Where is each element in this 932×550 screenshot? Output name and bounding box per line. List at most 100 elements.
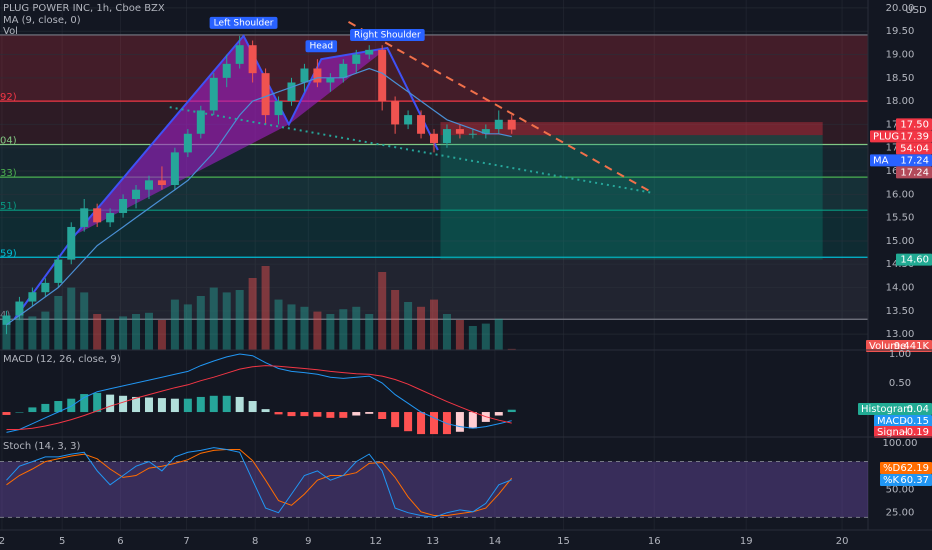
volume-bar	[183, 304, 192, 350]
macd-line	[6, 353, 512, 433]
volume-bar	[144, 312, 153, 350]
x-tick-label: 14	[489, 536, 502, 547]
y-tick-label: 15.50	[886, 213, 915, 224]
candle-body	[144, 180, 153, 190]
volume-bar	[28, 316, 37, 350]
histogram-bar	[274, 412, 283, 415]
candle-body	[352, 54, 361, 64]
volume-bar	[235, 290, 244, 350]
volume-bar	[209, 287, 218, 350]
currency: USD	[905, 5, 927, 16]
y-tick-label: 13.50	[886, 306, 915, 317]
candle-body	[119, 199, 128, 213]
x-tick-label: 20	[836, 536, 849, 547]
tag-value: -0.19	[903, 427, 929, 438]
volume-bar	[170, 299, 179, 350]
volume-bar	[468, 326, 477, 350]
histogram-bar	[455, 412, 464, 432]
histogram-bar	[378, 412, 387, 420]
candle-body	[430, 133, 438, 144]
volume-bar	[494, 318, 503, 350]
x-tick-label: 16	[648, 536, 661, 547]
histogram-bar	[442, 412, 451, 435]
histogram-bar	[326, 412, 335, 418]
histogram-bar	[391, 412, 400, 428]
y-tick-label: 19.00	[886, 50, 915, 61]
tag-name: MA	[873, 155, 889, 166]
volume-bar	[261, 266, 270, 350]
volume-bar	[222, 292, 231, 350]
tag-value: 17.24	[900, 155, 929, 166]
candle-body	[222, 63, 231, 78]
tag-value: 54:04	[900, 143, 929, 154]
volume-bar	[93, 314, 102, 350]
histogram-bar	[352, 412, 361, 416]
candle-body	[15, 301, 24, 316]
stoch-line	[6, 447, 512, 518]
x-tick-label: 8	[252, 536, 258, 547]
candle-body	[54, 259, 63, 283]
tag-value: 17.24	[900, 167, 929, 178]
candle-body	[196, 110, 205, 134]
histogram-bar	[235, 396, 244, 413]
volume-bar	[365, 314, 374, 350]
x-tick-label: 7	[183, 536, 189, 547]
volume-bar	[481, 323, 490, 350]
candle-body	[417, 115, 426, 134]
candle-body	[468, 133, 477, 135]
candle-body	[378, 49, 387, 102]
x-tick-label: 9	[305, 536, 311, 547]
candle-body	[300, 68, 309, 83]
histogram-bar	[494, 412, 503, 416]
level-zone	[0, 257, 868, 320]
candle-body	[261, 73, 270, 116]
y-tick-label: 25.00	[886, 508, 915, 519]
volume-bar	[442, 314, 451, 350]
y-tick-label: 18.00	[886, 96, 915, 107]
candle-body	[494, 119, 503, 130]
volume-bar	[132, 314, 141, 350]
candle-body	[235, 45, 244, 64]
tag-name: MACD	[877, 416, 907, 427]
candle-body	[339, 63, 348, 78]
volume-bar	[378, 272, 387, 350]
volume-title: Vol	[3, 26, 18, 37]
tag-name: %D	[883, 463, 901, 474]
price-tag	[874, 415, 932, 427]
price-tag	[896, 166, 932, 179]
tag-value: 17.50	[900, 119, 929, 130]
candle-body	[28, 292, 37, 302]
volume-bar	[300, 306, 309, 350]
tag-value: 17.39	[900, 131, 929, 142]
tag-value: 0.04	[907, 404, 929, 415]
histogram-bar	[106, 394, 115, 413]
candle-body	[132, 189, 141, 200]
tag-name: Volume	[869, 341, 906, 352]
price-tag	[896, 118, 932, 131]
candle-body	[41, 282, 50, 293]
x-tick-label: 6	[117, 536, 123, 547]
macd-line	[6, 365, 512, 430]
histogram-bar	[430, 412, 438, 435]
histogram-bar	[468, 412, 477, 429]
pattern-label-box	[350, 29, 425, 42]
pattern-fill	[75, 35, 289, 235]
pattern-label-box	[305, 40, 338, 53]
volume-bar	[67, 287, 76, 350]
volume-bar	[430, 299, 438, 350]
histogram-bar	[300, 412, 309, 417]
candle-body	[326, 77, 335, 83]
y-tick-label: 20.00	[886, 3, 915, 14]
level-label: 92)	[0, 92, 17, 103]
candle-body	[170, 152, 179, 186]
pattern-label-box	[209, 16, 278, 29]
histogram-bar	[170, 398, 179, 413]
histogram-bar	[2, 412, 11, 415]
price-tag	[866, 340, 932, 352]
volume-bar	[326, 314, 335, 350]
histogram-bar	[507, 409, 516, 413]
volume-bar	[455, 320, 464, 350]
tag-value: 60.37	[900, 475, 929, 486]
volume-bar	[80, 292, 89, 350]
